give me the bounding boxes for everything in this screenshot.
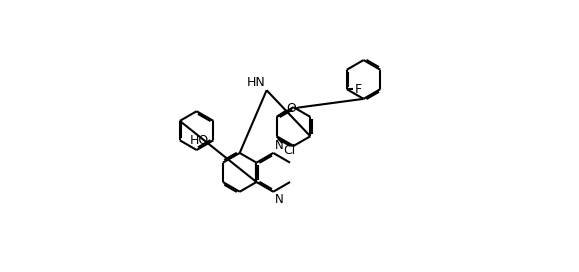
- Text: O: O: [287, 102, 296, 115]
- Text: N: N: [274, 139, 283, 152]
- Text: HN: HN: [247, 76, 265, 89]
- Text: F: F: [354, 83, 361, 96]
- Text: N: N: [274, 193, 283, 206]
- Text: Cl: Cl: [283, 144, 295, 157]
- Text: HO: HO: [190, 134, 210, 147]
